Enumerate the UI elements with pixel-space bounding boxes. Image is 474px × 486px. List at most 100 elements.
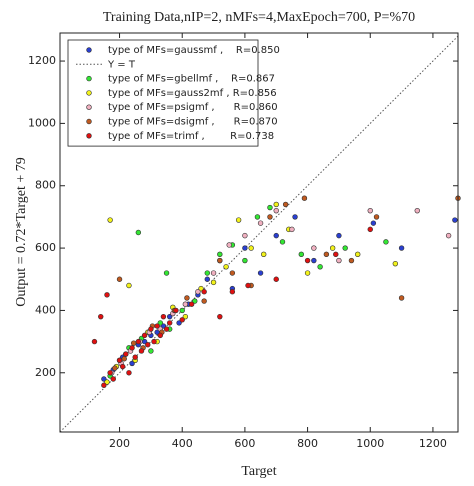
point xyxy=(101,382,107,388)
point xyxy=(383,239,389,245)
legend-label: type of MFs=dsigmf , R=0.870 xyxy=(108,117,278,128)
point xyxy=(245,282,251,289)
point xyxy=(333,251,339,258)
point xyxy=(273,207,279,214)
point xyxy=(445,232,452,239)
point xyxy=(135,338,142,345)
point xyxy=(226,242,232,248)
point xyxy=(126,282,132,289)
point xyxy=(166,320,173,326)
x-tick-label: 1000 xyxy=(356,437,384,450)
y-tick-label: 200 xyxy=(35,366,56,379)
legend: type of MFs=gaussmf , R=0.850 Y = T type o… xyxy=(67,39,280,147)
point xyxy=(304,257,311,264)
point xyxy=(182,301,189,307)
point xyxy=(336,232,342,239)
point xyxy=(348,257,355,264)
point xyxy=(182,313,189,320)
point xyxy=(292,214,298,220)
point xyxy=(201,289,207,295)
chart-title: Training Data,nIP=2, nMFs=4,MaxEpoch=700… xyxy=(103,10,415,25)
legend-label: type of MFs=gbellmf , R=0.867 xyxy=(108,74,275,85)
point xyxy=(201,298,207,304)
point xyxy=(166,313,173,320)
point xyxy=(104,379,110,385)
reference-line xyxy=(59,35,459,433)
point xyxy=(210,270,217,276)
point xyxy=(116,357,123,364)
point xyxy=(151,338,157,345)
point xyxy=(235,217,242,223)
point xyxy=(257,270,264,276)
point xyxy=(121,356,127,362)
point xyxy=(198,285,204,292)
point xyxy=(373,214,380,220)
point xyxy=(336,257,342,264)
point xyxy=(112,365,118,371)
legend-marker xyxy=(86,104,92,110)
y-tick-label: 800 xyxy=(35,179,56,192)
point xyxy=(452,217,458,223)
point xyxy=(163,326,170,332)
point xyxy=(101,376,107,382)
point xyxy=(110,376,116,382)
point xyxy=(179,317,185,323)
x-tick-label: 800 xyxy=(297,437,318,450)
point xyxy=(195,289,201,295)
point xyxy=(217,251,223,258)
point xyxy=(242,245,248,251)
point xyxy=(304,270,311,276)
point xyxy=(298,251,305,258)
point xyxy=(282,201,289,208)
legend-box xyxy=(67,39,259,147)
point xyxy=(107,217,113,223)
point xyxy=(157,332,163,339)
point xyxy=(273,276,279,282)
plot-frame xyxy=(59,32,459,433)
point xyxy=(398,295,405,301)
point xyxy=(148,348,154,354)
point xyxy=(229,270,236,276)
y-tick-label: 1000 xyxy=(28,116,56,129)
point xyxy=(317,264,323,270)
point xyxy=(119,363,126,370)
y-tick-label: 600 xyxy=(35,241,56,254)
point xyxy=(123,351,129,357)
point xyxy=(342,245,348,251)
y-tick-label: 400 xyxy=(35,303,56,316)
point xyxy=(210,279,217,286)
point xyxy=(289,226,295,233)
point xyxy=(132,354,138,360)
point xyxy=(91,338,98,345)
y-tick-label: 1200 xyxy=(28,54,56,67)
point xyxy=(160,323,167,329)
point xyxy=(217,257,223,264)
x-tick-label: 400 xyxy=(172,437,193,450)
x-tick-label: 200 xyxy=(109,437,130,450)
point xyxy=(311,245,317,251)
point xyxy=(242,257,248,264)
legend-label: type of MFs=gauss2mf , R=0.856 xyxy=(108,88,277,99)
point xyxy=(414,207,420,214)
point xyxy=(273,232,279,239)
point xyxy=(126,370,132,376)
legend-marker xyxy=(86,118,92,125)
point xyxy=(261,251,267,258)
point xyxy=(163,270,170,276)
point xyxy=(154,323,160,329)
point xyxy=(392,260,399,267)
legend-marker xyxy=(86,133,92,139)
point xyxy=(257,220,264,226)
point xyxy=(107,370,113,376)
point xyxy=(157,320,163,326)
legend-label: type of MFs=gaussmf , R=0.850 xyxy=(108,45,280,56)
point xyxy=(323,251,330,258)
point xyxy=(173,307,179,314)
point xyxy=(279,239,286,245)
point xyxy=(329,245,336,251)
point xyxy=(267,214,273,220)
point xyxy=(273,201,279,208)
point xyxy=(267,204,273,211)
point xyxy=(355,251,361,258)
